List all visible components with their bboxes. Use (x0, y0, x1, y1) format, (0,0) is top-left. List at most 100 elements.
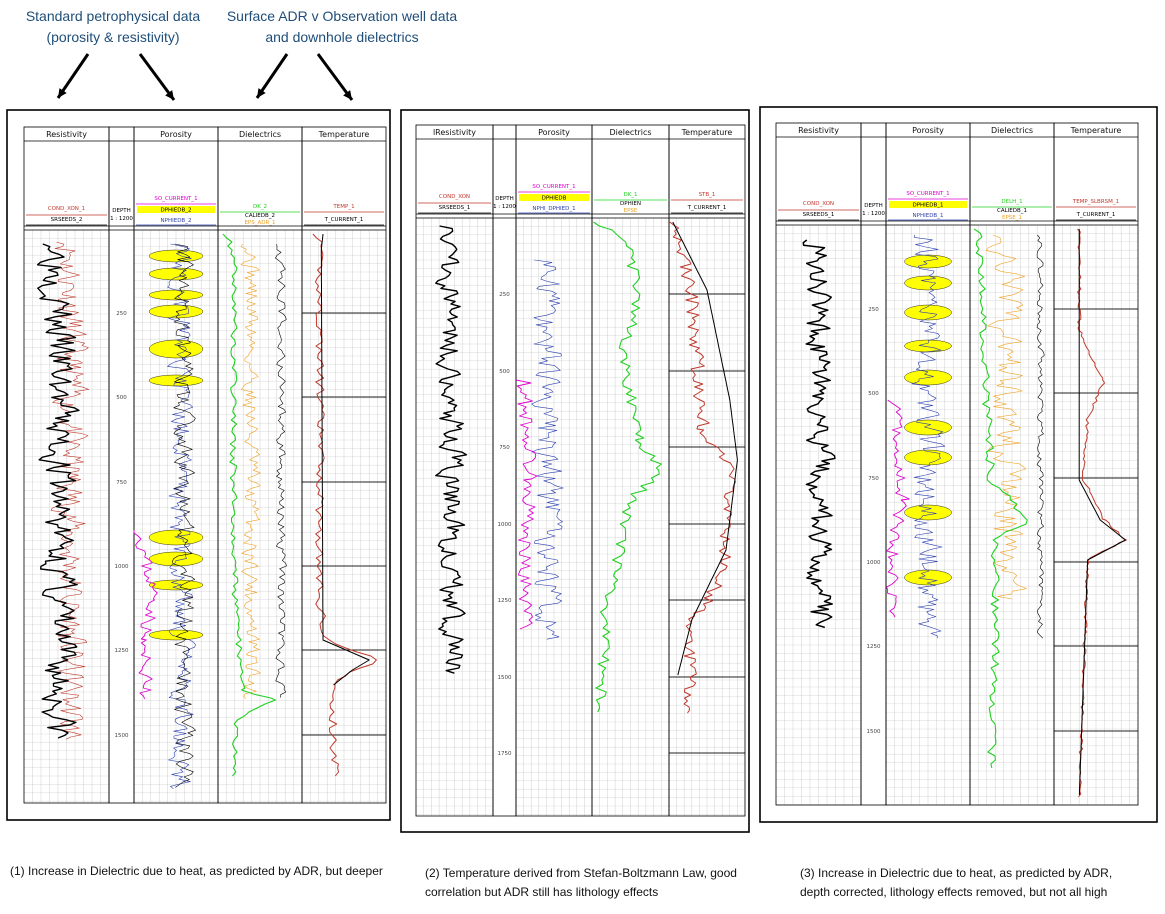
panel1-nphi-curve (167, 243, 196, 790)
caption-panel3: (3) Increase in Dielectric due to heat, … (800, 866, 1113, 899)
panel1-mn-diel-2: EPS_ADR_1 (244, 220, 275, 226)
panel3-depth-tick-0: 250 (868, 307, 879, 313)
panel1-depth-tick-3: 1000 (115, 564, 129, 570)
annotation-left-line2: (porosity & resistivity) (46, 29, 180, 45)
arrow-temperature-head (343, 90, 352, 100)
panel3-porosity-fill-3 (904, 339, 952, 353)
panel2-mn-por-2: NPHI_DPHIED_1 (532, 206, 575, 212)
panel3-depth-tick-1: 500 (868, 391, 879, 397)
panel1-depth-tick-2: 750 (116, 480, 127, 486)
panel1-mn-por-1: DPHIEDB_2 (160, 208, 191, 214)
panel1-porosity-fill-9 (148, 629, 204, 641)
panel3-mn-diel-0: DELH_1 (1001, 199, 1022, 205)
panel3-nphi-curve (911, 234, 946, 639)
panel3-mn-depth-0: DEPTH (864, 203, 883, 209)
panel2-mn-diel-0: DK_1 (623, 192, 637, 198)
panel1-depth-tick-4: 1250 (115, 648, 129, 654)
panel3-porosity-fill-0 (904, 254, 952, 269)
panel1-mn-depth-0: DEPTH (112, 208, 131, 214)
panel-panel3: Resistivity Porosity Dielectrics Temperatur… (759, 106, 1158, 823)
panel1-porosity-fill-7 (148, 551, 204, 567)
panel3-mn-temp-1: T_CURRENT_1 (1076, 212, 1116, 218)
annotation-right: Surface ADR v Observation well data and … (222, 6, 462, 48)
panel2-mn-por-0: SO_CURRENT_1 (532, 184, 575, 190)
panel2-mn-diel-1: DPHIEN (620, 201, 641, 207)
panel2-mn-temp-1: T_CURRENT_1 (687, 205, 727, 211)
panel1-porosity-fill-0 (148, 249, 204, 263)
panel1-porosity-fill-6 (148, 529, 204, 546)
panel-panel2: lResistivity Porosity Dielectrics Temperatu… (400, 109, 750, 833)
panel2-mn-depth-0: DEPTH (495, 196, 514, 202)
panel3-track-title-4: Temperature (1070, 126, 1122, 135)
panel1-porosity-fill-2 (148, 289, 204, 301)
panel1-mn-temp-0: TEMP_1 (332, 204, 354, 210)
panel1-mn-temp-1: T_CURRENT_1 (324, 217, 364, 223)
panel3-porosity-fill-1 (904, 275, 952, 291)
panel1-sw-curve (133, 530, 158, 700)
panel3-mn-por-1: DPHIEDB_1 (912, 203, 943, 209)
panel2-sw-curve (515, 379, 538, 630)
panel3-porosity-fill-2 (904, 304, 952, 321)
panel2-mn-temp-0: STB_1 (699, 192, 716, 198)
arrow-porosity-head (165, 90, 174, 100)
panel2-depth-tick-4: 1250 (498, 598, 512, 604)
panel2-depth-tick-6: 1750 (498, 751, 512, 757)
panel3-depth-tick-4: 1250 (867, 644, 881, 650)
panel2-track-title-3: Dielectrics (609, 128, 651, 137)
panel2-dk-curve (593, 221, 662, 713)
panel2-track-title-4: Temperature (681, 128, 733, 137)
panel2-frame (400, 109, 750, 833)
panel3-sw-curve (886, 399, 910, 618)
panel1-porosity-fill-8 (148, 579, 204, 591)
panel3-por-fill-legend (889, 201, 967, 208)
panel3-porosity-fill-8 (904, 569, 952, 586)
panel1-mn-depth-1: 1 : 1200 (110, 216, 133, 222)
panel3-track-4 (1053, 122, 1139, 806)
panel1-conductivity-curve (50, 241, 89, 740)
panel1-depth-tick-0: 250 (116, 311, 127, 317)
panel2-mn-diel-2: EPSE (624, 208, 638, 214)
panel3-caliper-curve (1036, 234, 1045, 639)
panel2-mn-depth-1: 1 : 1200 (493, 204, 516, 210)
panel3-depth-tick-3: 1000 (867, 560, 881, 566)
panel1-track-title-0: Resistivity (46, 130, 87, 139)
panel2-depth-tick-2: 750 (499, 445, 510, 451)
panel1-eps-curve (240, 243, 261, 700)
panel1-mn-res-1: SRSEEDS_2 (51, 217, 83, 223)
panel3-depth-tick-5: 1500 (867, 729, 881, 735)
panel1-depth-tick-5: 1500 (115, 733, 129, 739)
panel1-resistivity-curve (36, 243, 80, 739)
panel1-porosity-fill-5 (148, 374, 204, 387)
arrow-temperature (316, 53, 354, 101)
panel1-track-4 (301, 126, 387, 804)
panel3-tcurrent-curve (1078, 229, 1126, 796)
arrow-resistivity-head (58, 88, 67, 98)
panel1-mn-diel-0: DK_2 (253, 204, 267, 210)
annotation-left: Standard petrophysical data (porosity & … (18, 6, 208, 48)
panel2-track-title-0: lResistivity (433, 128, 476, 137)
annotation-right-line2: and downhole dielectrics (265, 29, 419, 45)
arrow-dielectrics-head (257, 88, 266, 98)
panel3-resistivity-curve (802, 239, 836, 629)
panel3-porosity-fill-6 (904, 449, 952, 466)
panel2-track-title-2: Porosity (538, 128, 570, 137)
panel1-dphi-curve (172, 243, 196, 788)
panel1-mn-por-2: NPHIEDB_2 (161, 218, 192, 224)
arrow-porosity (138, 53, 176, 101)
panel2-mn-res-1: SRSEEDS_1 (439, 205, 471, 211)
panel3-mn-depth-1: 1 : 1200 (862, 211, 885, 217)
panel1-porosity-fill-4 (148, 339, 204, 359)
panel1-mn-res-0: COND_XON_1 (48, 206, 85, 212)
caption-panel2: (2) Temperature derived from Stefan-Bolt… (425, 866, 737, 899)
panel2-por-fill-legend (519, 194, 589, 201)
panel1-track-title-2: Porosity (160, 130, 192, 139)
panel3-porosity-fill-7 (904, 504, 952, 521)
panel2-mn-por-1: DPHIEDB (542, 196, 567, 202)
panel1-mn-por-0: SO_CURRENT_1 (154, 196, 197, 202)
panel1-track-title-3: Dielectrics (239, 130, 281, 139)
panel3-eps-curve (985, 234, 1027, 600)
panel3-mn-res-0: COND_XON (803, 201, 834, 207)
panel-panel1: Resistivity Porosity Dielectrics Temperatur… (6, 109, 391, 821)
panel1-por-fill-legend (137, 206, 215, 213)
